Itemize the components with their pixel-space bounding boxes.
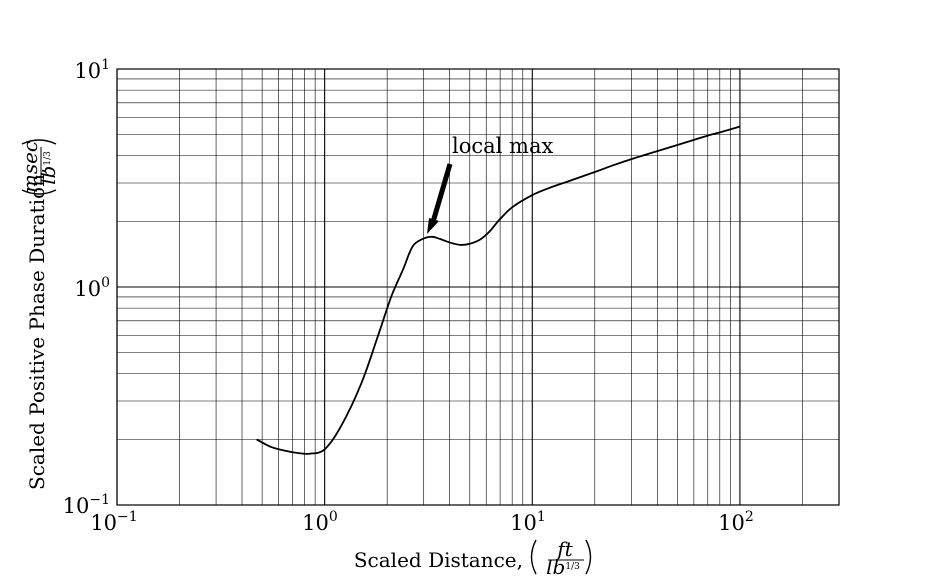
svg-text:lb1/3: lb1/3: [36, 151, 60, 185]
y-axis-label: Scaled Positive Phase Duration, msec lb1…: [18, 139, 60, 490]
svg-text:102: 102: [718, 509, 754, 535]
svg-text:10−1: 10−1: [90, 509, 137, 535]
x-axis-label: Scaled Distance, ft lb1/3: [354, 537, 592, 576]
series-line: [256, 125, 741, 455]
svg-text:Scaled Positive Phase Duration: Scaled Positive Phase Duration,: [25, 168, 49, 490]
y-tick-label: 100: [74, 275, 110, 301]
svg-text:101: 101: [74, 57, 110, 83]
annotation-arrow-shaft: [430, 163, 453, 223]
y-tick-label: 101: [74, 57, 110, 83]
annotation-arrowhead: [427, 218, 439, 234]
svg-text:msec: msec: [18, 141, 42, 193]
y-tick-label: 10−1: [63, 492, 110, 518]
svg-text:ft: ft: [555, 537, 573, 561]
svg-text:lb1/3: lb1/3: [546, 555, 580, 576]
svg-text:100: 100: [74, 275, 110, 301]
svg-text:Scaled Distance,: Scaled Distance,: [354, 548, 523, 572]
svg-text:101: 101: [510, 509, 546, 535]
annotation-label: local max: [452, 134, 553, 158]
x-tick-label: 102: [718, 509, 754, 535]
svg-text:100: 100: [302, 509, 338, 535]
plot-frame: [116, 68, 840, 506]
x-tick-label: 100: [302, 509, 338, 535]
svg-text:10−1: 10−1: [63, 492, 110, 518]
x-tick-label: 10−1: [90, 509, 137, 535]
x-tick-label: 101: [510, 509, 546, 535]
